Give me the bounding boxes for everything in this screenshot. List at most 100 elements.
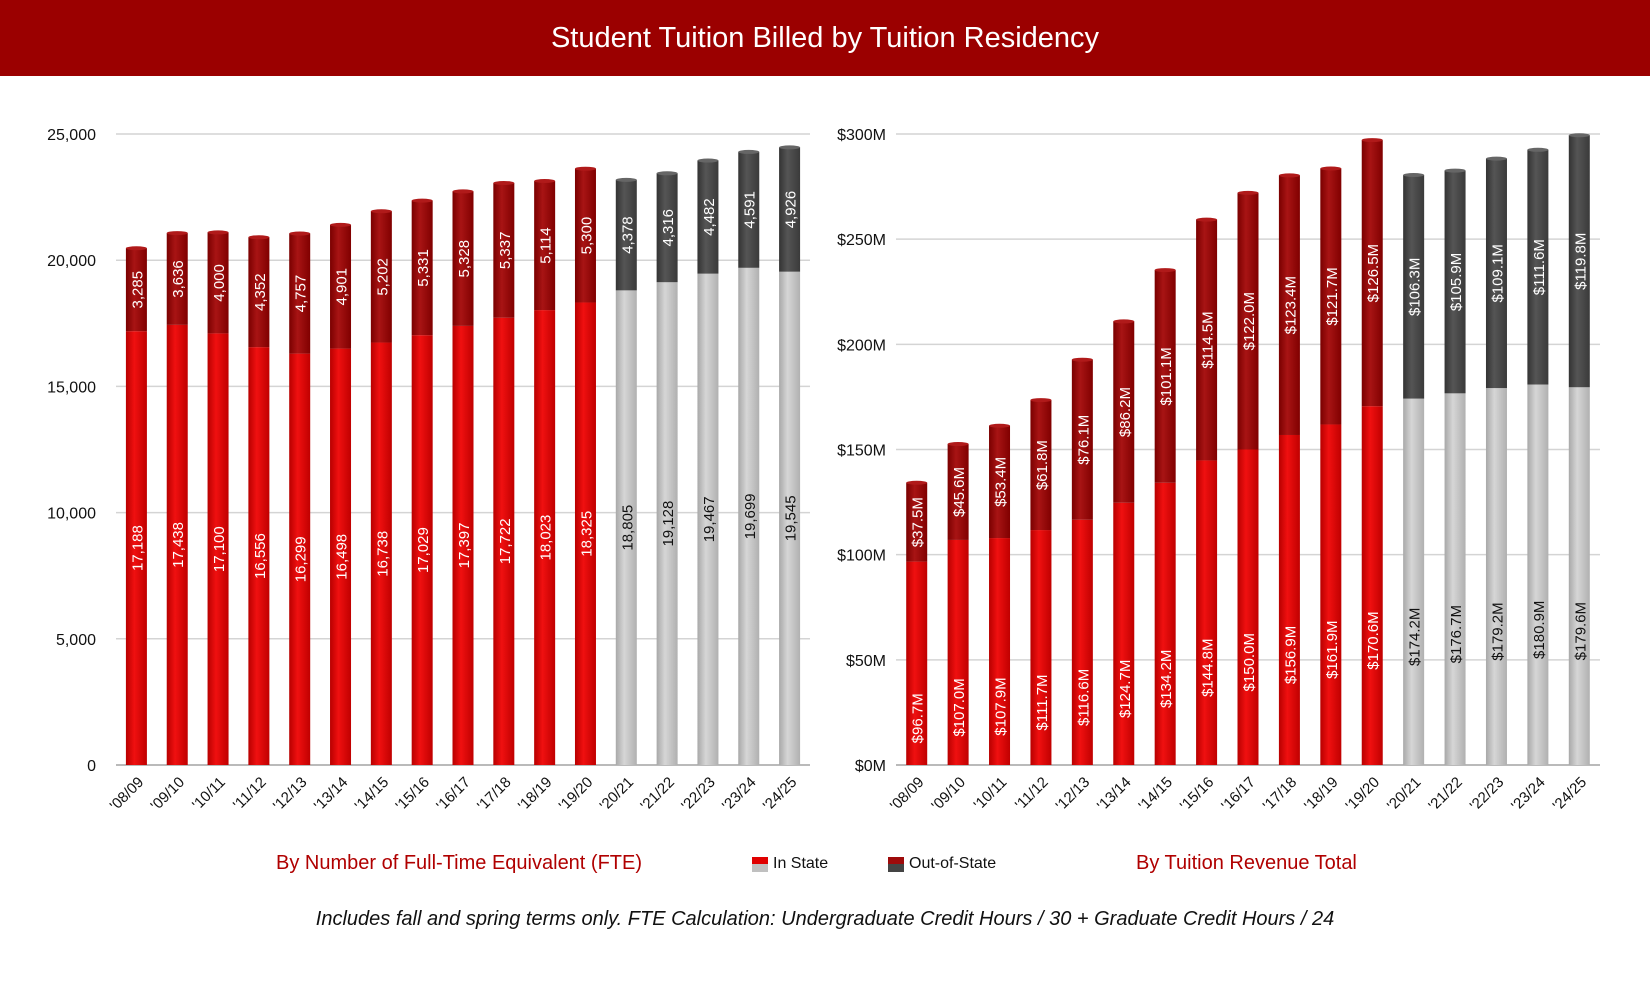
- data-label-out-of-state: $109.1M: [1489, 244, 1506, 302]
- x-tick-label: '12/13: [270, 774, 311, 815]
- bar-out-of-state: [779, 147, 801, 272]
- bar-out-of-state: [1485, 158, 1507, 389]
- x-tick-label: '08/09: [107, 774, 148, 815]
- x-tick-label: '21/22: [637, 774, 678, 815]
- bar-top-cap: [1196, 217, 1218, 222]
- bar-top-cap: [615, 177, 637, 182]
- bar-out-of-state: [656, 173, 678, 283]
- legend-label: In State: [773, 855, 829, 872]
- x-tick-label: '14/15: [352, 774, 393, 815]
- bar-top-cap: [779, 145, 801, 150]
- bar-top-cap: [1113, 319, 1135, 324]
- bar-in-state: [1361, 406, 1383, 765]
- bar-in-state: [1527, 384, 1549, 765]
- y-tick-label: $250M: [837, 232, 886, 249]
- bar-top-cap: [452, 189, 474, 194]
- bar-in-state: [1113, 502, 1135, 765]
- bar-top-cap: [656, 171, 678, 176]
- bar-top-cap: [1237, 190, 1259, 195]
- x-tick-label: '17/18: [474, 774, 515, 815]
- x-tick-label: '19/20: [556, 774, 597, 815]
- bar-out-of-state: [947, 444, 969, 540]
- bar-out-of-state: [1196, 219, 1218, 461]
- data-label-in-state: 17,438: [170, 522, 187, 568]
- bar-out-of-state: [1030, 400, 1052, 531]
- y-tick-label: 5,000: [56, 632, 96, 649]
- y-tick-label: 20,000: [47, 253, 96, 270]
- data-label-out-of-state: $114.5M: [1200, 311, 1217, 368]
- x-tick-label: '16/17: [433, 774, 474, 815]
- bar-in-state: [1196, 460, 1218, 765]
- x-tick-label: '09/10: [928, 774, 969, 815]
- bar-out-of-state: [1278, 175, 1300, 435]
- data-label-out-of-state: $121.7M: [1324, 267, 1341, 325]
- legend-out-of-state: Out-of-State: [888, 855, 996, 873]
- y-tick-label: $100M: [837, 548, 886, 565]
- data-label-out-of-state: 4,482: [701, 198, 718, 236]
- legend-in-state: In State: [752, 855, 828, 873]
- bar-out-of-state: [125, 248, 147, 332]
- data-label-out-of-state: 3,285: [129, 271, 146, 309]
- data-label-out-of-state: $37.5M: [910, 497, 927, 547]
- data-label-out-of-state: 4,352: [252, 273, 269, 311]
- data-label-in-state: 19,467: [701, 496, 718, 542]
- bar-out-of-state: [1320, 168, 1342, 425]
- data-label-out-of-state: $123.4M: [1282, 276, 1299, 334]
- data-label-in-state: $161.9M: [1324, 621, 1341, 679]
- bar-out-of-state: [1071, 359, 1093, 520]
- bar-in-state: [452, 325, 474, 765]
- data-label-out-of-state: $119.8M: [1572, 233, 1589, 290]
- data-label-out-of-state: 4,757: [293, 275, 310, 313]
- data-label-out-of-state: $76.1M: [1075, 415, 1092, 465]
- bar-in-state: [125, 331, 147, 765]
- data-label-out-of-state: 4,378: [619, 216, 636, 254]
- bar-in-state: [656, 282, 678, 765]
- bar-top-cap: [989, 423, 1011, 428]
- bar-out-of-state: [330, 224, 352, 349]
- data-label-out-of-state: 4,000: [211, 264, 228, 302]
- page-title: Student Tuition Billed by Tuition Reside…: [550, 21, 1100, 54]
- data-label-in-state: 17,188: [129, 525, 146, 571]
- bar-top-cap: [574, 166, 596, 171]
- bar-in-state: [1237, 449, 1259, 765]
- data-label-in-state: 16,299: [293, 536, 310, 582]
- legend-swatch-in-state: [752, 856, 768, 872]
- bar-top-cap: [1320, 166, 1342, 171]
- bar-in-state: [1154, 482, 1176, 765]
- bar-in-state: [697, 273, 719, 765]
- data-label-out-of-state: $105.9M: [1448, 253, 1465, 311]
- bar-top-cap: [1071, 357, 1093, 362]
- data-label-out-of-state: 5,331: [415, 249, 432, 287]
- data-label-out-of-state: 5,337: [497, 232, 514, 270]
- x-tick-label: '14/15: [1135, 774, 1176, 815]
- data-label-in-state: $180.9M: [1531, 601, 1548, 659]
- data-label-in-state: $107.9M: [993, 677, 1010, 735]
- bar-top-cap: [207, 230, 229, 235]
- data-label-in-state: 19,545: [783, 495, 800, 541]
- x-tick-label: '12/13: [1053, 774, 1094, 815]
- y-tick-label: $50M: [846, 653, 886, 670]
- data-label-in-state: $111.7M: [1034, 674, 1051, 730]
- data-label-in-state: 17,100: [211, 526, 228, 572]
- bar-out-of-state: [1527, 149, 1549, 385]
- bar-top-cap: [1361, 138, 1383, 143]
- data-label-in-state: $116.6M: [1075, 669, 1092, 726]
- data-label-out-of-state: 5,114: [538, 227, 555, 263]
- bar-out-of-state: [207, 232, 229, 334]
- bar-top-cap: [738, 149, 760, 154]
- data-label-in-state: 16,738: [374, 531, 391, 577]
- bar-in-state: [738, 267, 760, 765]
- y-tick-label: $150M: [837, 443, 886, 460]
- bar-in-state: [947, 539, 969, 765]
- data-label-out-of-state: $101.1M: [1158, 347, 1175, 405]
- bar-in-state: [1444, 393, 1466, 765]
- bar-top-cap: [1485, 156, 1507, 161]
- bar-in-state: [989, 538, 1011, 765]
- data-label-out-of-state: $126.5M: [1365, 244, 1382, 302]
- bar-in-state: [248, 347, 270, 765]
- bar-in-state: [330, 348, 352, 765]
- y-tick-label: 0: [87, 758, 96, 775]
- bar-in-state: [574, 302, 596, 765]
- x-tick-label: '20/21: [597, 774, 638, 815]
- data-label-in-state: $179.2M: [1489, 602, 1506, 660]
